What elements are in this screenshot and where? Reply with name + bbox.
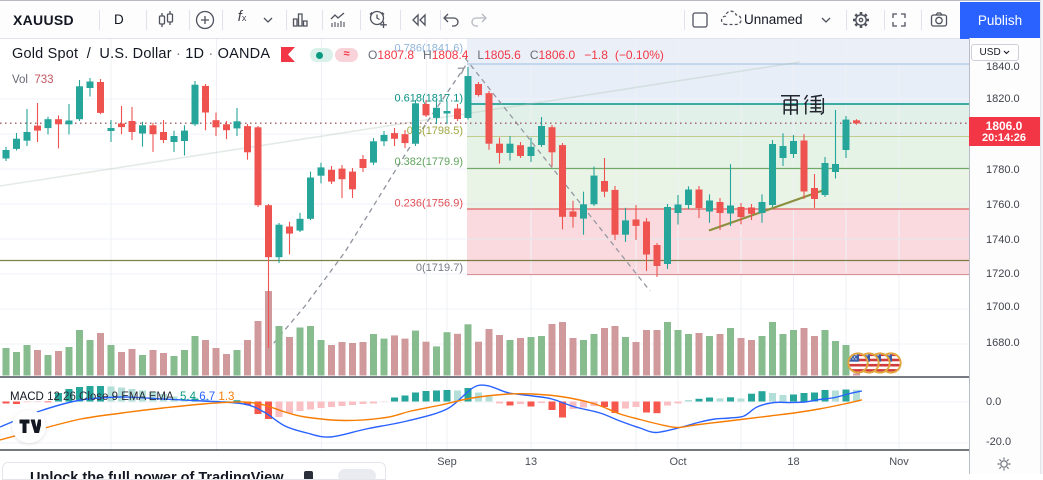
svg-text:0.382(1779.9): 0.382(1779.9)	[395, 156, 464, 168]
svg-text:0.236(1756.9): 0.236(1756.9)	[395, 198, 464, 210]
svg-text:0(1719.7): 0(1719.7)	[416, 262, 463, 274]
svg-text:0.618(1817.1): 0.618(1817.1)	[395, 93, 464, 105]
